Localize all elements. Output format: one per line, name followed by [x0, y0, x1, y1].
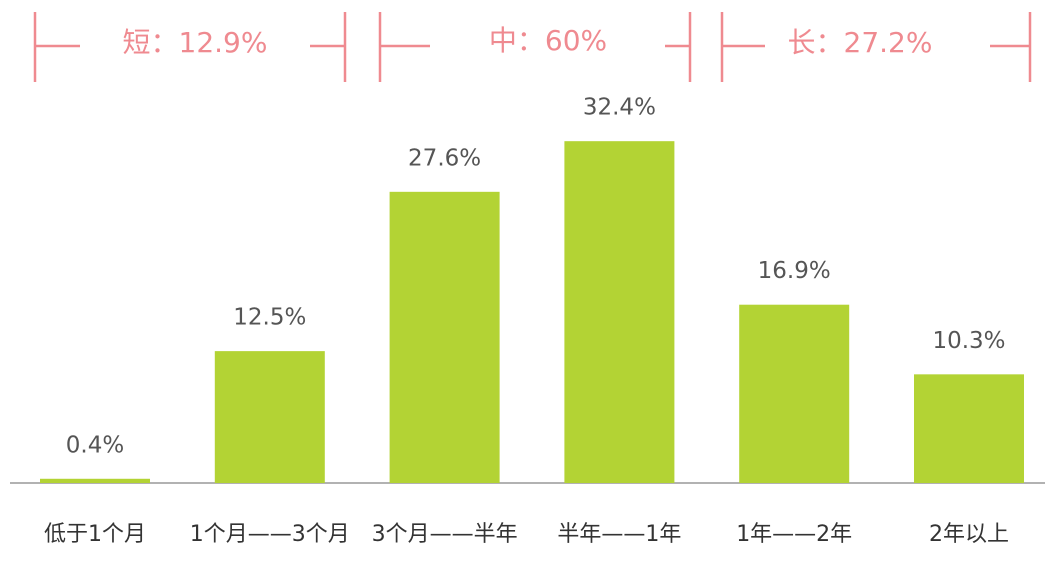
bar [214, 351, 325, 483]
brackets [33, 12, 1032, 82]
bar [914, 374, 1024, 483]
x-tick-label: 1年——2年 [736, 522, 853, 547]
x-tick-label: 3个月——半年 [371, 522, 518, 547]
bar [40, 478, 150, 483]
x-tick-label: 2年以上 [929, 522, 1009, 547]
value-label: 12.5% [233, 305, 306, 331]
bar [739, 304, 850, 483]
value-label: 16.9% [758, 258, 831, 284]
value-label: 32.4% [583, 95, 656, 121]
bar [564, 141, 675, 483]
x-tick-label: 1个月——3个月 [189, 522, 350, 547]
value-label: 10.3% [932, 328, 1005, 354]
x-tick-label: 低于1个月 [44, 522, 146, 547]
value-label: 27.6% [408, 145, 481, 171]
annotation: 长：27.2% [788, 26, 933, 59]
bar [389, 191, 500, 483]
value-label: 0.4% [66, 432, 124, 458]
annotation: 中：60% [489, 24, 607, 57]
annotation: 短：12.9% [123, 26, 268, 59]
x-tick-label: 半年——1年 [557, 522, 682, 547]
